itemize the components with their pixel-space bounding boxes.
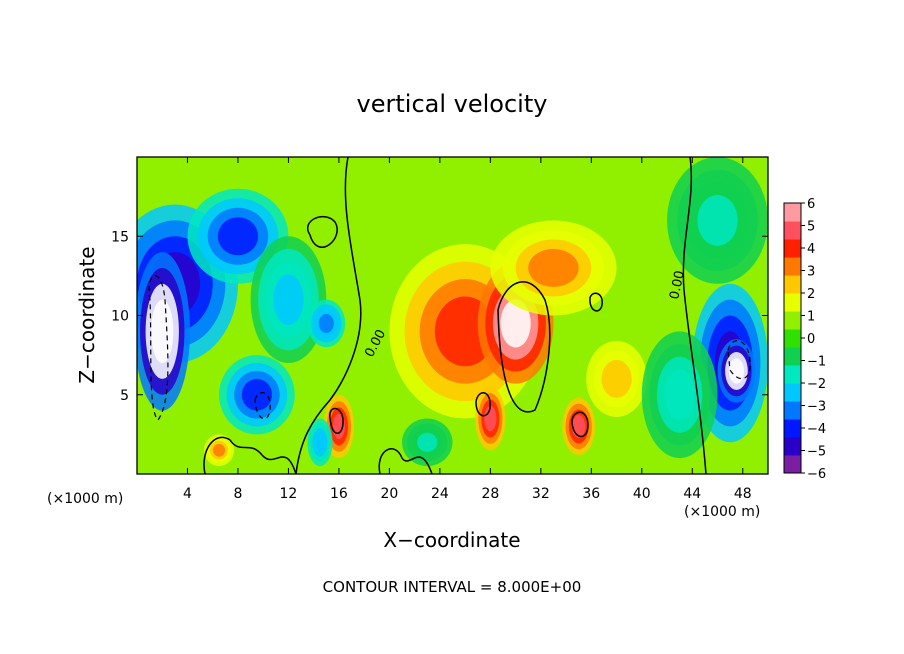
colorbar-segment — [784, 239, 801, 258]
field-region-6-band-3 — [484, 405, 497, 432]
x-unit-label-right: (×1000 m) — [684, 504, 760, 520]
colorbar-tick-label: 2 — [807, 287, 815, 302]
x-tick-label: 12 — [280, 486, 298, 502]
velocity-field — [137, 157, 768, 474]
x-tick-label: 32 — [532, 486, 550, 502]
colorbar-segment — [784, 329, 801, 348]
x-tick-label: 20 — [380, 486, 398, 502]
colorbar-segment — [784, 347, 801, 366]
x-axis-label: X−coordinate — [383, 528, 520, 552]
x-tick-label: 28 — [481, 486, 499, 502]
colorbar-tick-label: 6 — [807, 197, 815, 212]
zero-contour-left — [295, 157, 362, 474]
field-region-13-band-3 — [241, 378, 273, 411]
colorbar-tick-label: −1 — [807, 355, 826, 370]
x-tick-label: 44 — [683, 486, 701, 502]
field-region-5-band-3 — [572, 415, 586, 438]
y-axis-ticks: 5 10 15 — [111, 229, 768, 404]
contour-updraft-core — [497, 281, 551, 413]
y-tick-label: 5 — [120, 388, 129, 404]
field-region-19-band-3 — [417, 432, 438, 452]
field-region-17-band-3 — [697, 195, 738, 246]
colorbar-segment — [784, 401, 801, 420]
contour-label-right: 0.00 — [667, 269, 688, 300]
x-tick-label: 40 — [633, 486, 651, 502]
field-region-7-band-3 — [212, 443, 226, 457]
zero-contour-right — [682, 157, 707, 474]
y-tick-label: 15 — [111, 229, 129, 245]
contour-lower-mid — [378, 448, 433, 474]
colorbar-segment — [784, 437, 801, 456]
x-tick-label: 36 — [582, 486, 600, 502]
colorbar-segment — [784, 257, 801, 276]
x-tick-label: 24 — [431, 486, 449, 502]
colorbar-ticks: 6 5 4 3 2 1 0 −1 −2 −3 −4 −5 −6 — [801, 197, 826, 482]
colorbar-segment — [784, 419, 801, 438]
colorbar-segment — [784, 221, 801, 240]
contour-plume-16 — [329, 407, 344, 434]
colorbar-segment — [784, 311, 801, 330]
colorbar-segment — [784, 203, 801, 222]
x-tick-label: 4 — [183, 486, 192, 502]
field-region-12-band-3 — [318, 313, 334, 333]
dashed-contour-left — [148, 275, 169, 421]
colorbar-segment — [784, 293, 801, 312]
colorbar-tick-label: −4 — [807, 422, 826, 437]
colorbar-segment — [784, 383, 801, 402]
contour-interval-note: CONTOUR INTERVAL = 8.000E+00 — [323, 578, 582, 596]
colorbar-segment — [784, 365, 801, 384]
field-region-1-band-3 — [500, 299, 531, 348]
contour-small-40 — [589, 292, 603, 312]
field-region-3-band-3 — [601, 359, 632, 398]
negative-contours — [148, 275, 751, 421]
colorbar-segment — [784, 275, 801, 294]
colorbar-tick-label: 3 — [807, 265, 815, 280]
x-tick-label: 16 — [330, 486, 348, 502]
x-unit-label-left: (×1000 m) — [47, 491, 123, 507]
y-axis-label: Z−coordinate — [75, 246, 99, 383]
x-axis-ticks: 4 8 12 16 20 24 28 32 36 40 44 48 — [183, 157, 752, 502]
colorbar-tick-label: 1 — [807, 310, 815, 325]
zero-contours — [203, 157, 707, 474]
contour-plume-35 — [571, 411, 589, 438]
colorbar-tick-label: −2 — [807, 377, 826, 392]
contour-upper-left-blob — [307, 216, 338, 248]
x-tick-label: 48 — [734, 486, 752, 502]
x-tick-label: 8 — [233, 486, 242, 502]
colorbar-tick-label: −6 — [807, 467, 826, 482]
field-region-16-band-3 — [664, 369, 695, 421]
contour-lower-wiggles — [203, 436, 297, 474]
colorbar-tick-label: 0 — [807, 332, 815, 347]
colorbar-tick-label: 4 — [807, 242, 815, 257]
chart-title: vertical velocity — [357, 90, 548, 118]
field-region-11-band-3 — [273, 274, 304, 326]
contour-plume-28 — [475, 392, 491, 417]
colorbar-tick-label: 5 — [807, 220, 815, 235]
field-region-9-band-3 — [151, 299, 174, 364]
colorbar-tick-label: −5 — [807, 445, 826, 460]
field-region-2-band-3 — [528, 248, 579, 287]
field-region-15-band-3 — [728, 358, 745, 384]
colorbar-segment — [784, 455, 801, 474]
y-tick-label: 10 — [111, 309, 129, 325]
colorbar — [783, 202, 802, 474]
field-region-18-band-3 — [314, 432, 326, 452]
colorbar-tick-label: −3 — [807, 400, 826, 415]
field-region-10-band-3 — [217, 217, 259, 256]
dashed-contour-right — [727, 340, 751, 380]
